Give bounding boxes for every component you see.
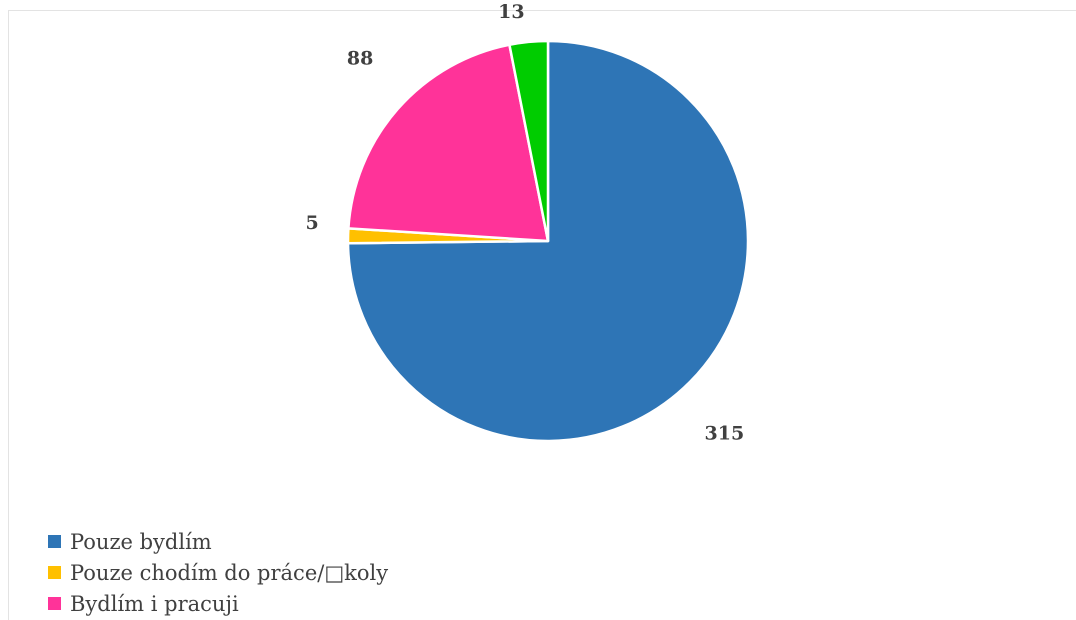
legend-item-bydlim-i-pracuji: Bydlím i pracuji xyxy=(48,588,648,619)
pie-slice-bydlim-i-pracuji xyxy=(347,43,550,243)
legend-swatch xyxy=(48,535,61,548)
chart-frame xyxy=(8,10,1076,620)
legend-swatch xyxy=(48,566,61,579)
data-label-other: 13 xyxy=(498,1,524,23)
data-label-pouze-bydlim: 315 xyxy=(705,423,745,445)
legend-label: Pouze chodím do práce/□koly xyxy=(70,560,389,585)
legend-label: Pouze bydlím xyxy=(70,529,212,554)
data-label-pouze-chodim: 5 xyxy=(305,212,318,234)
legend-label: Bydlím i pracuji xyxy=(70,591,239,616)
legend-swatch xyxy=(48,597,61,610)
pie-slice-pouze-bydlim xyxy=(346,39,750,443)
pie-slice-other xyxy=(508,39,550,243)
legend: Pouze bydlím Pouze chodím do práce/□koly… xyxy=(48,526,648,619)
legend-item-pouze-chodim: Pouze chodím do práce/□koly xyxy=(48,557,648,588)
legend-item-pouze-bydlim: Pouze bydlím xyxy=(48,526,648,557)
data-label-bydlim-i-pracuji: 88 xyxy=(347,48,373,70)
